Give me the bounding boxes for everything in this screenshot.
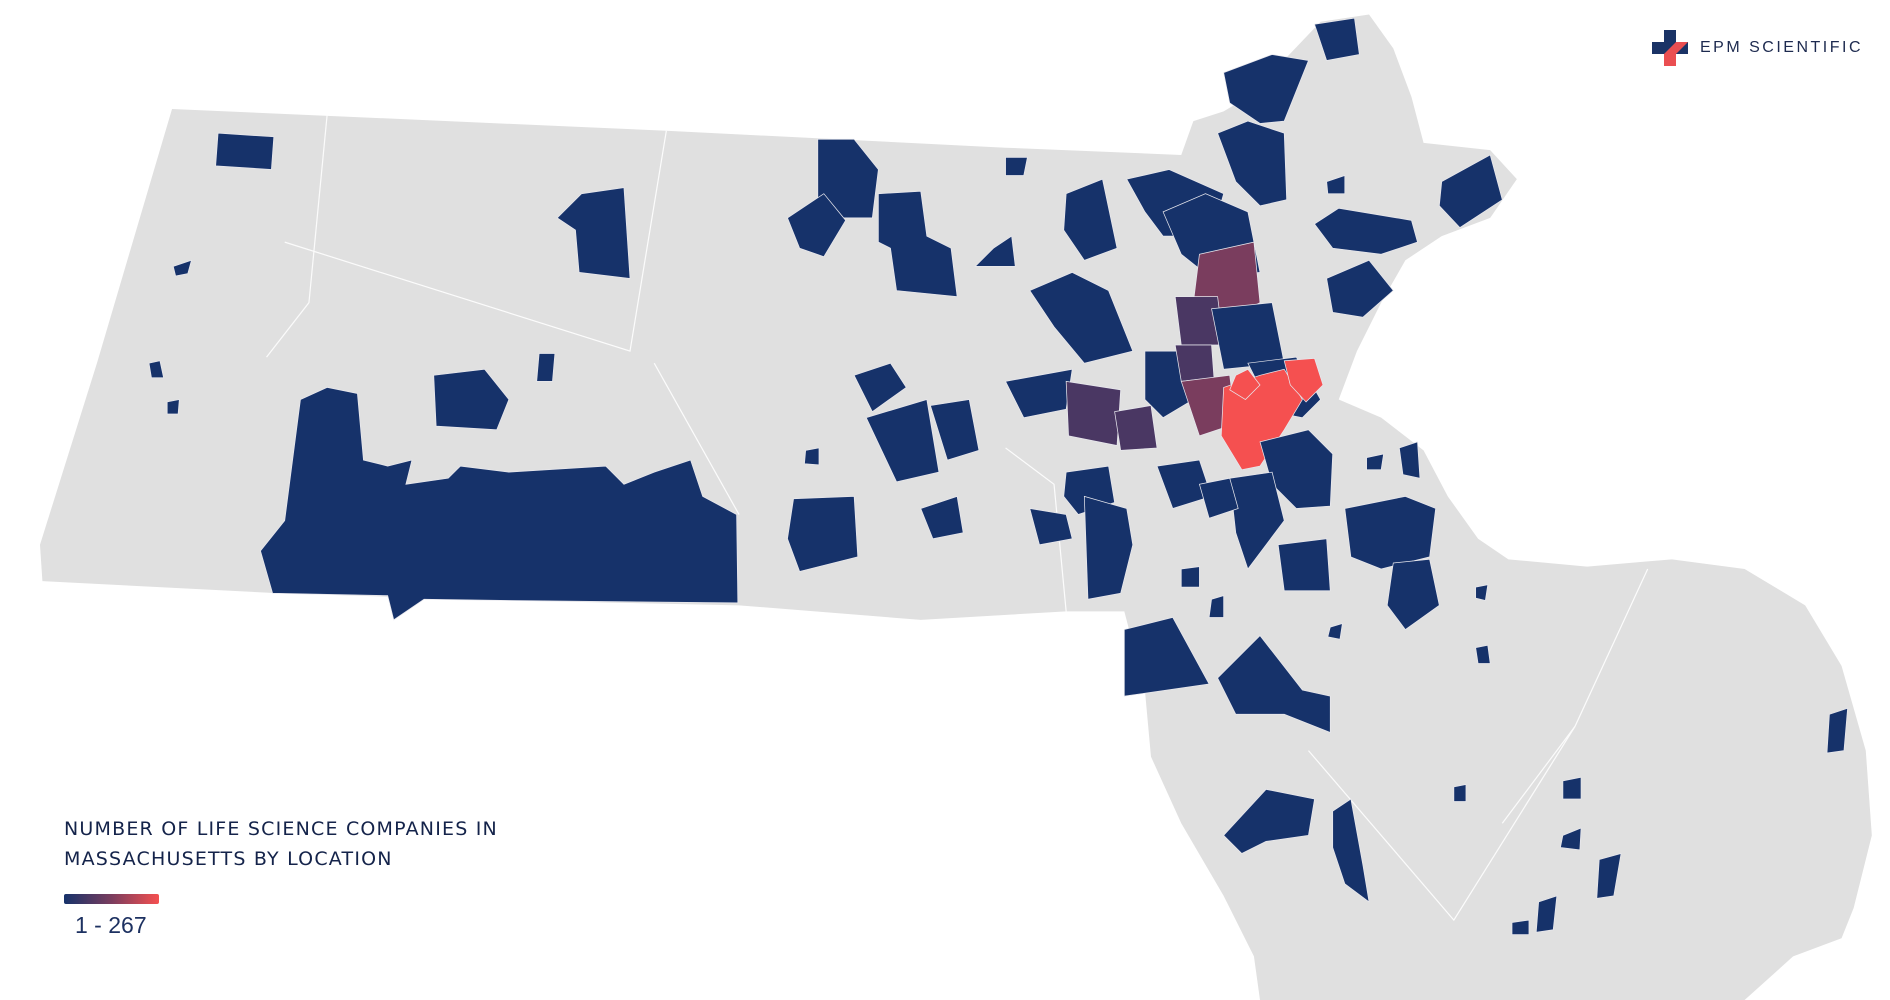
town-region-low	[804, 448, 819, 465]
town-region-low	[167, 400, 179, 415]
map-legend: NUMBER OF LIFE SCIENCE COMPANIES IN MASS…	[64, 814, 498, 939]
brand-logo: EPM SCIENTIFIC	[1652, 30, 1863, 66]
town-region-low	[1278, 539, 1330, 591]
legend-color-gradient	[64, 894, 159, 904]
town-region-mid	[1066, 381, 1121, 445]
legend-range: 1 - 267	[75, 912, 498, 939]
town-region-low	[1476, 645, 1491, 663]
town-region-low	[1006, 157, 1028, 175]
town-region-low	[1181, 567, 1199, 588]
plus-cross-logo-icon	[1652, 30, 1688, 66]
town-region-mid	[1175, 345, 1214, 381]
town-region-low	[1512, 920, 1529, 935]
town-region-low	[216, 133, 274, 169]
town-region-low	[537, 354, 555, 382]
legend-title-line1: NUMBER OF LIFE SCIENCE COMPANIES IN	[64, 814, 498, 844]
town-region-low	[1563, 777, 1581, 799]
town-region-low	[1212, 303, 1285, 370]
town-region-low	[1476, 585, 1488, 601]
brand-name: EPM SCIENTIFIC	[1700, 39, 1863, 57]
legend-title-line2: MASSACHUSETTS BY LOCATION	[64, 844, 498, 874]
town-region-low	[1827, 708, 1848, 753]
town-region-low	[1454, 785, 1466, 802]
town-region-mid	[1115, 406, 1157, 451]
town-region-low	[1399, 442, 1420, 478]
town-region-low	[1345, 496, 1436, 569]
